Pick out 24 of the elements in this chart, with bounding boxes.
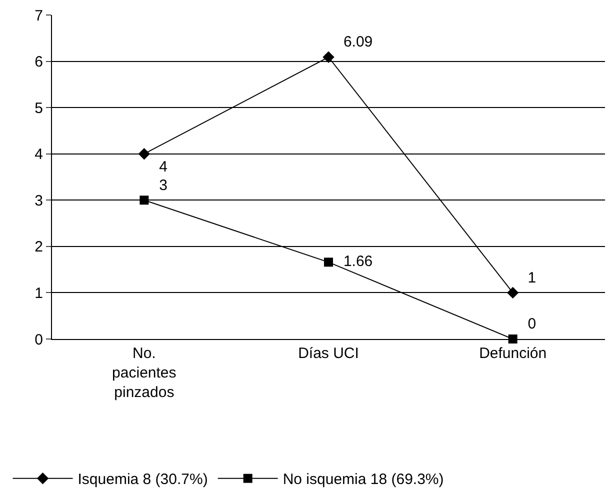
point (322, 51, 334, 63)
x-tick-label: Defunción (479, 345, 547, 362)
x-tick-label: Días UCI (298, 345, 359, 362)
legend-label: No isquemia 18 (69.3%) (282, 471, 444, 488)
point (138, 148, 150, 160)
point (140, 196, 149, 205)
point (324, 258, 333, 267)
legend-label: Isquemia 8 (30.7%) (78, 471, 208, 488)
x-tick-label: No. pacientes pinzados (112, 345, 176, 401)
data-label: 0 (519, 316, 536, 333)
y-tick-label: 1 (34, 284, 43, 302)
y-tick-label: 3 (34, 192, 43, 210)
data-label: 1.66 (335, 252, 373, 270)
data-label: 1 (519, 269, 536, 286)
data-label: 6.09 (335, 34, 373, 51)
data-label: 4 (150, 158, 168, 176)
data-label: 3 (150, 176, 168, 194)
y-tick-label: 4 (34, 146, 43, 164)
y-tick-label: 0 (34, 331, 43, 348)
y-tick-label: 5 (34, 100, 43, 117)
point (506, 286, 519, 299)
y-tick-label: 2 (34, 238, 43, 256)
y-tick-label: 6 (34, 54, 43, 71)
y-tick-label: 7 (34, 7, 43, 24)
